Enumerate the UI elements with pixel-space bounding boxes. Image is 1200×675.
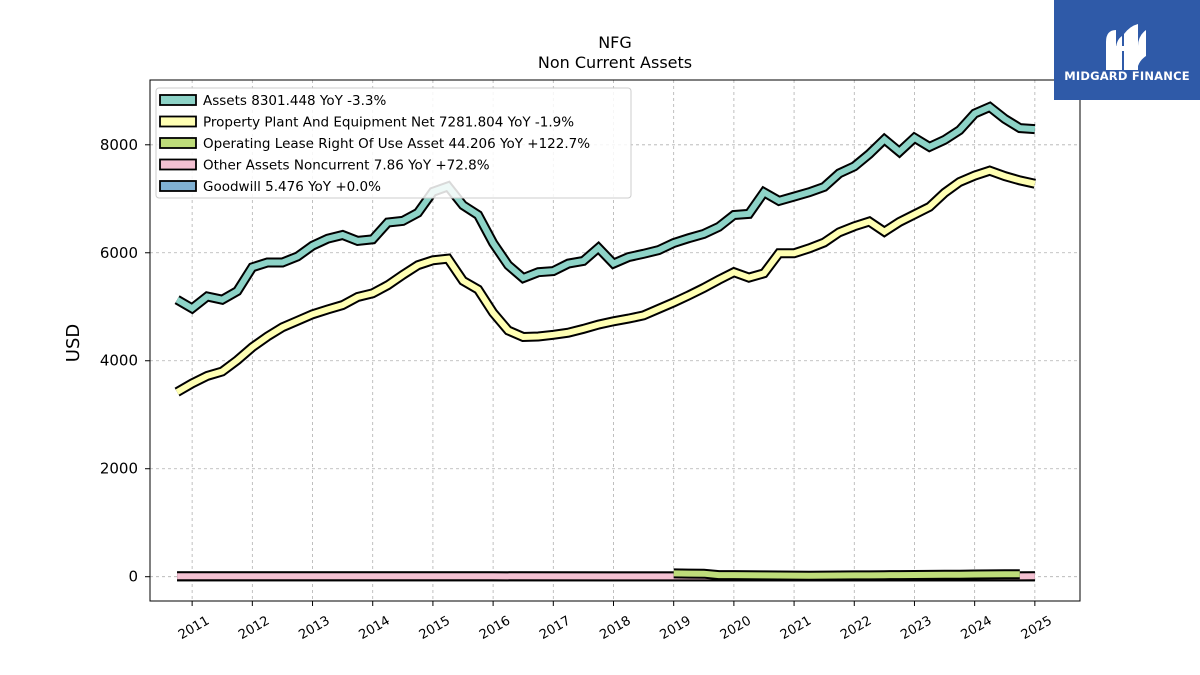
legend-box <box>155 87 632 199</box>
x-tick-label: 2020 <box>718 613 754 643</box>
x-tick-label: 2022 <box>838 613 874 643</box>
x-tick-label: 2014 <box>357 613 393 643</box>
x-axis: 2011 2012 2013 2014 2015 2016 2017 2018 2019 2020… <box>176 601 1055 643</box>
legend-swatch <box>159 94 197 106</box>
x-tick-label: 2025 <box>1019 613 1055 643</box>
legend-label: Goodwill 5.476 YoY +0.0% <box>203 179 381 195</box>
logo-text: MIDGARD FINANCE <box>1064 69 1190 83</box>
y-tick-label: 6000 <box>100 244 138 262</box>
x-tick-label: 2017 <box>537 613 573 643</box>
chart-title: NFG <box>598 33 632 52</box>
x-tick-label: 2021 <box>778 613 814 643</box>
series-line <box>174 101 1036 315</box>
series-line-outline <box>174 165 1036 397</box>
legend-swatch <box>159 115 197 128</box>
plot-area-frame <box>149 79 1081 602</box>
series-line-fill <box>175 167 1036 395</box>
x-tick-label: 2011 <box>176 613 212 643</box>
legend-label: Property Plant And Equipment Net 7281.80… <box>203 115 574 131</box>
y-axis-label: USD <box>63 324 84 362</box>
y-tick-label: 8000 <box>100 136 138 154</box>
series-line <box>174 165 1036 397</box>
x-tick-label: 2024 <box>959 613 995 643</box>
x-tick-label: 2015 <box>417 613 453 643</box>
x-tick-label: 2013 <box>296 613 332 643</box>
series-lines <box>174 101 1036 582</box>
x-tick-label: 2019 <box>658 613 694 643</box>
series-line-fill <box>175 103 1036 313</box>
legend: Assets 8301.448 YoY -3.3% Property Plant … <box>155 87 632 199</box>
series-line-fill <box>673 570 1020 579</box>
legend-label: Operating Lease Right Of Use Asset 44.20… <box>203 136 590 152</box>
chart-subtitle: Non Current Assets <box>538 53 692 72</box>
legend-swatch <box>159 137 197 149</box>
midgard-finance-logo: MIDGARD FINANCE <box>1054 0 1200 100</box>
x-tick-label: 2018 <box>597 613 633 643</box>
legend-swatch <box>159 180 197 192</box>
grid <box>150 80 1080 601</box>
y-tick-label: 4000 <box>100 352 138 370</box>
series-line <box>673 568 1020 581</box>
x-tick-label: 2016 <box>477 613 513 643</box>
legend-swatch <box>159 158 197 171</box>
y-tick-label: 2000 <box>100 460 138 478</box>
y-tick-label: 0 <box>128 568 138 586</box>
legend-label: Other Assets Noncurrent 7.86 YoY +72.8% <box>203 158 490 174</box>
legend-label: Assets 8301.448 YoY -3.3% <box>203 93 387 109</box>
x-tick-label: 2012 <box>236 613 272 643</box>
x-tick-label: 2023 <box>898 613 934 643</box>
logo-mark-icon <box>1106 24 1146 70</box>
y-axis: 0 2000 4000 6000 8000 <box>100 136 150 586</box>
